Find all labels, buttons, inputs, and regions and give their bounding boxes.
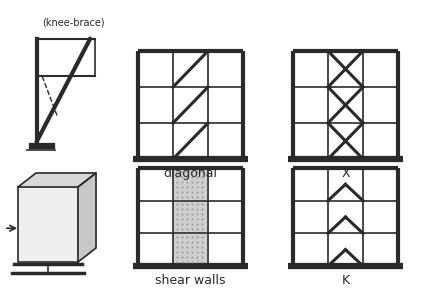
Bar <box>18 187 78 262</box>
Text: diagonal: diagonal <box>163 167 217 180</box>
Bar <box>173 234 207 265</box>
Bar <box>173 168 207 200</box>
Text: shear walls: shear walls <box>155 274 225 287</box>
Bar <box>173 201 207 233</box>
Polygon shape <box>18 173 96 187</box>
Text: (knee-brace): (knee-brace) <box>42 17 105 27</box>
Text: K: K <box>341 274 349 287</box>
Polygon shape <box>78 173 96 262</box>
Text: X: X <box>340 167 349 180</box>
